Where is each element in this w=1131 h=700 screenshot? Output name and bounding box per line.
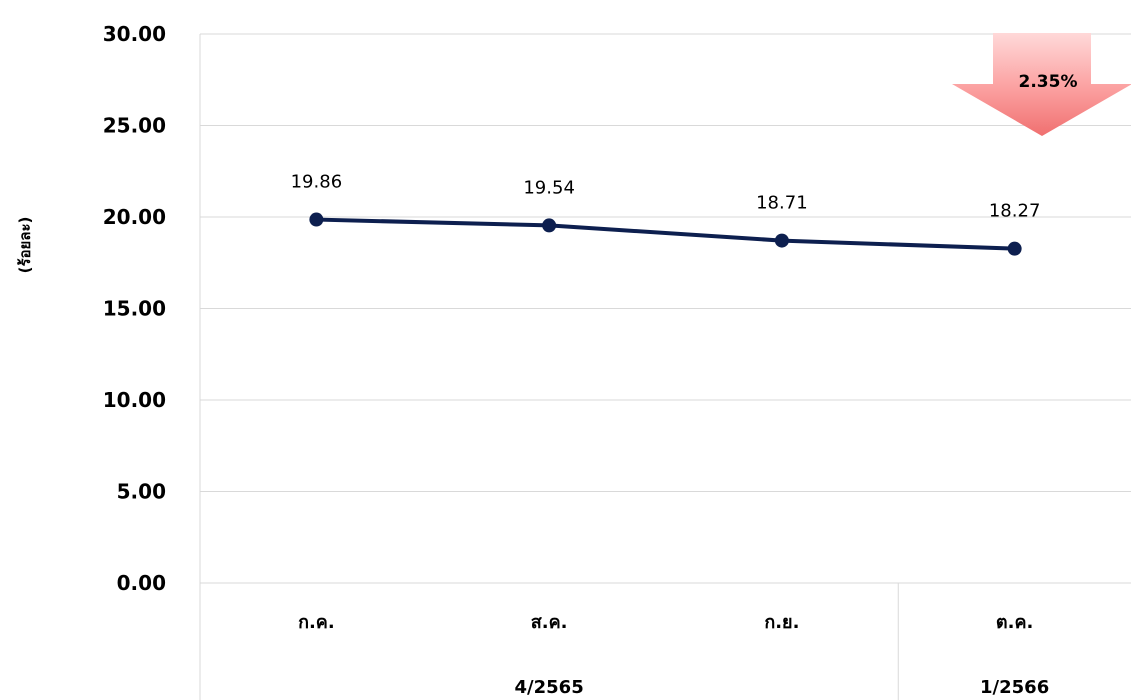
- y-tick-label: 0.00: [117, 571, 166, 595]
- data-points: [309, 212, 1022, 256]
- data-label: 18.71: [756, 193, 808, 214]
- data-point: [1007, 241, 1022, 256]
- x-tick-label: ส.ค.: [531, 612, 568, 633]
- plot-frame: [199, 34, 899, 700]
- x-group-label: 4/2565: [515, 677, 584, 698]
- y-axis-label: (ร้อยละ): [16, 217, 34, 274]
- data-label: 19.54: [523, 177, 575, 198]
- y-tick-label: 15.00: [103, 297, 166, 321]
- x-axis: ก.ค. ส.ค. ก.ย. ต.ค. 4/2565 1/2566: [298, 612, 1049, 698]
- data-point: [542, 218, 557, 233]
- x-tick-label: ก.ย.: [764, 612, 799, 633]
- x-tick-label: ก.ค.: [298, 612, 335, 633]
- data-label: 18.27: [989, 201, 1041, 222]
- y-tick-label: 5.00: [117, 480, 166, 504]
- y-tick-label: 10.00: [103, 388, 166, 412]
- x-tick-label: ต.ค.: [996, 612, 1033, 633]
- gridlines: [200, 33, 1131, 584]
- y-tick-label: 30.00: [103, 22, 166, 46]
- decrease-arrow-callout: 2.35%: [952, 33, 1131, 136]
- data-point: [774, 233, 789, 248]
- y-tick-label: 25.00: [103, 114, 166, 138]
- data-point: [309, 212, 324, 227]
- x-group-label: 1/2566: [980, 677, 1049, 698]
- data-labels: 19.86 19.54 18.71 18.27: [291, 172, 1041, 222]
- series-line: [316, 217, 1015, 251]
- data-label: 19.86: [291, 172, 343, 193]
- down-arrow-icon: [952, 33, 1131, 136]
- y-tick-label: 20.00: [103, 205, 166, 229]
- series-line-path: [316, 217, 1015, 251]
- y-axis-ticks: 30.00 25.00 20.00 15.00 10.00 5.00 0.00: [103, 22, 166, 595]
- callout-label: 2.35%: [1019, 72, 1078, 92]
